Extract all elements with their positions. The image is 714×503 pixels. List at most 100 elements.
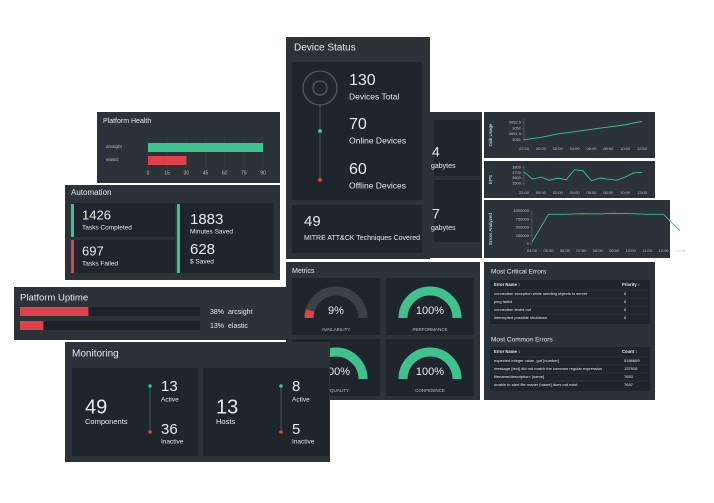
x-tick-label: 09:00 [609,248,620,253]
status-dot [279,430,283,434]
stat-value: 7 [432,206,440,222]
bar [148,143,263,152]
bar [20,307,89,316]
status-dot [148,430,152,434]
gauge-label: PERFORMANCE [412,327,447,332]
x-tick-label: 22:00 [519,146,530,151]
x-tick-label: 02:00 [553,190,564,195]
cell: 6 [624,299,627,304]
cell: interrupted possible shutdown [494,315,547,320]
inner-panel [71,240,175,273]
y-tick-label: 3052 [512,125,522,130]
stat-value: 628 [190,241,215,258]
x-tick-label: 12:00 [659,248,670,253]
value-label: 38% [210,309,224,316]
status-dot [318,129,322,133]
stat-value: 1883 [190,211,223,228]
y-tick-label: 3800 [512,165,522,170]
stat-label: Inactive [292,439,315,446]
axis-label: EPS [488,175,493,184]
panel-title: Automation [71,188,111,197]
status-bar [71,240,74,273]
status-dot [318,178,322,182]
gauge-label: CONFIDENCE [415,388,445,393]
x-tick-label: 06:00 [560,248,571,253]
bar [20,321,44,330]
x-tick-label: 11:00 [642,248,652,253]
y-tick-label: 250000 [516,233,530,238]
line [531,212,681,243]
stat-label: Tasks Completed [82,225,132,232]
x-tick-label: 0 [147,170,150,176]
cell: ping failed [494,299,512,304]
y-tick-label: 3051 [512,137,522,142]
inner-panel [203,368,329,456]
x-tick-label: 08:00 [593,248,604,253]
stat-value: 5 [292,421,300,438]
x-tick-label: 60 [222,170,228,176]
stat-label: Tasks Failed [82,261,119,268]
status-bar [177,204,180,273]
cell: filename/description: [name] [494,374,544,379]
stat-label: Active [292,397,310,404]
stat-label: gabytes [431,163,456,170]
inner-panel [177,203,274,273]
stat-label: gabytes [431,225,456,232]
x-tick-label: 22:00 [519,190,530,195]
x-tick-label: 06:00 [586,146,597,151]
x-tick-label: 10:00 [620,190,631,195]
cell: expected integer value, got [number] [494,358,559,363]
cell: connection timed out [494,307,532,312]
y-tick-label: 750000 [516,216,530,221]
y-tick-label: 3500 [512,180,522,185]
stat-label: MITRE ATT&CK Techniques Covered [304,235,420,242]
panel-title: Most Common Errors [491,337,554,344]
line [523,169,643,182]
column-header: Count ↕ [622,349,637,354]
x-tick-label: 12:00 [637,190,648,195]
bar-track [20,321,200,330]
status-bar [71,204,74,237]
panel [484,161,655,198]
inner-panel [72,368,198,456]
status-dot [148,384,152,388]
x-tick-label: 10:00 [620,146,631,151]
category-label: elastic [106,157,120,162]
x-tick-label: 75 [241,170,247,176]
stat-label: Online Devices [349,135,406,145]
gauge-value: 9% [328,305,344,317]
stat-label: Components [85,417,128,426]
stat-value: 49 [85,396,107,418]
panel-title: Monitoring [72,349,119,360]
x-tick-label: 08:00 [603,190,614,195]
column-header: Error Name ↕ [494,349,520,354]
axis-label: Errors Analyzed [488,213,493,245]
cell: 5186669 [624,358,640,363]
inner-panel [490,280,650,324]
x-tick-label: 10:00 [626,248,637,253]
stat-label: Offline Devices [349,180,406,190]
y-tick-label: 3700 [512,170,522,175]
gauge-arc [304,309,315,319]
x-tick-label: 02:00 [553,146,564,151]
stat-value: 13 [161,378,178,395]
stat-value: 13 [216,396,238,418]
stat-label: Devices Total [349,91,400,101]
stat-value: 697 [82,243,104,258]
gauge-arc [398,347,462,380]
row-name: elastic [228,323,248,330]
x-tick-label: 05:00 [543,248,554,253]
panel-title: Platform Health [103,118,151,125]
cell: unable to start file reader [name] does … [494,382,578,387]
axis-label: Disk Usage [488,123,493,147]
panel [484,112,655,158]
cell: 6 [624,307,627,312]
stat-value: 4 [432,144,440,160]
x-tick-label: 90 [260,170,266,176]
bar [148,156,187,165]
x-tick-label: 04:00 [570,190,581,195]
stat-value: 1426 [82,207,111,222]
cell: 137918 [624,366,638,371]
x-tick-label: 12:00 [637,146,648,151]
panel [484,200,670,258]
